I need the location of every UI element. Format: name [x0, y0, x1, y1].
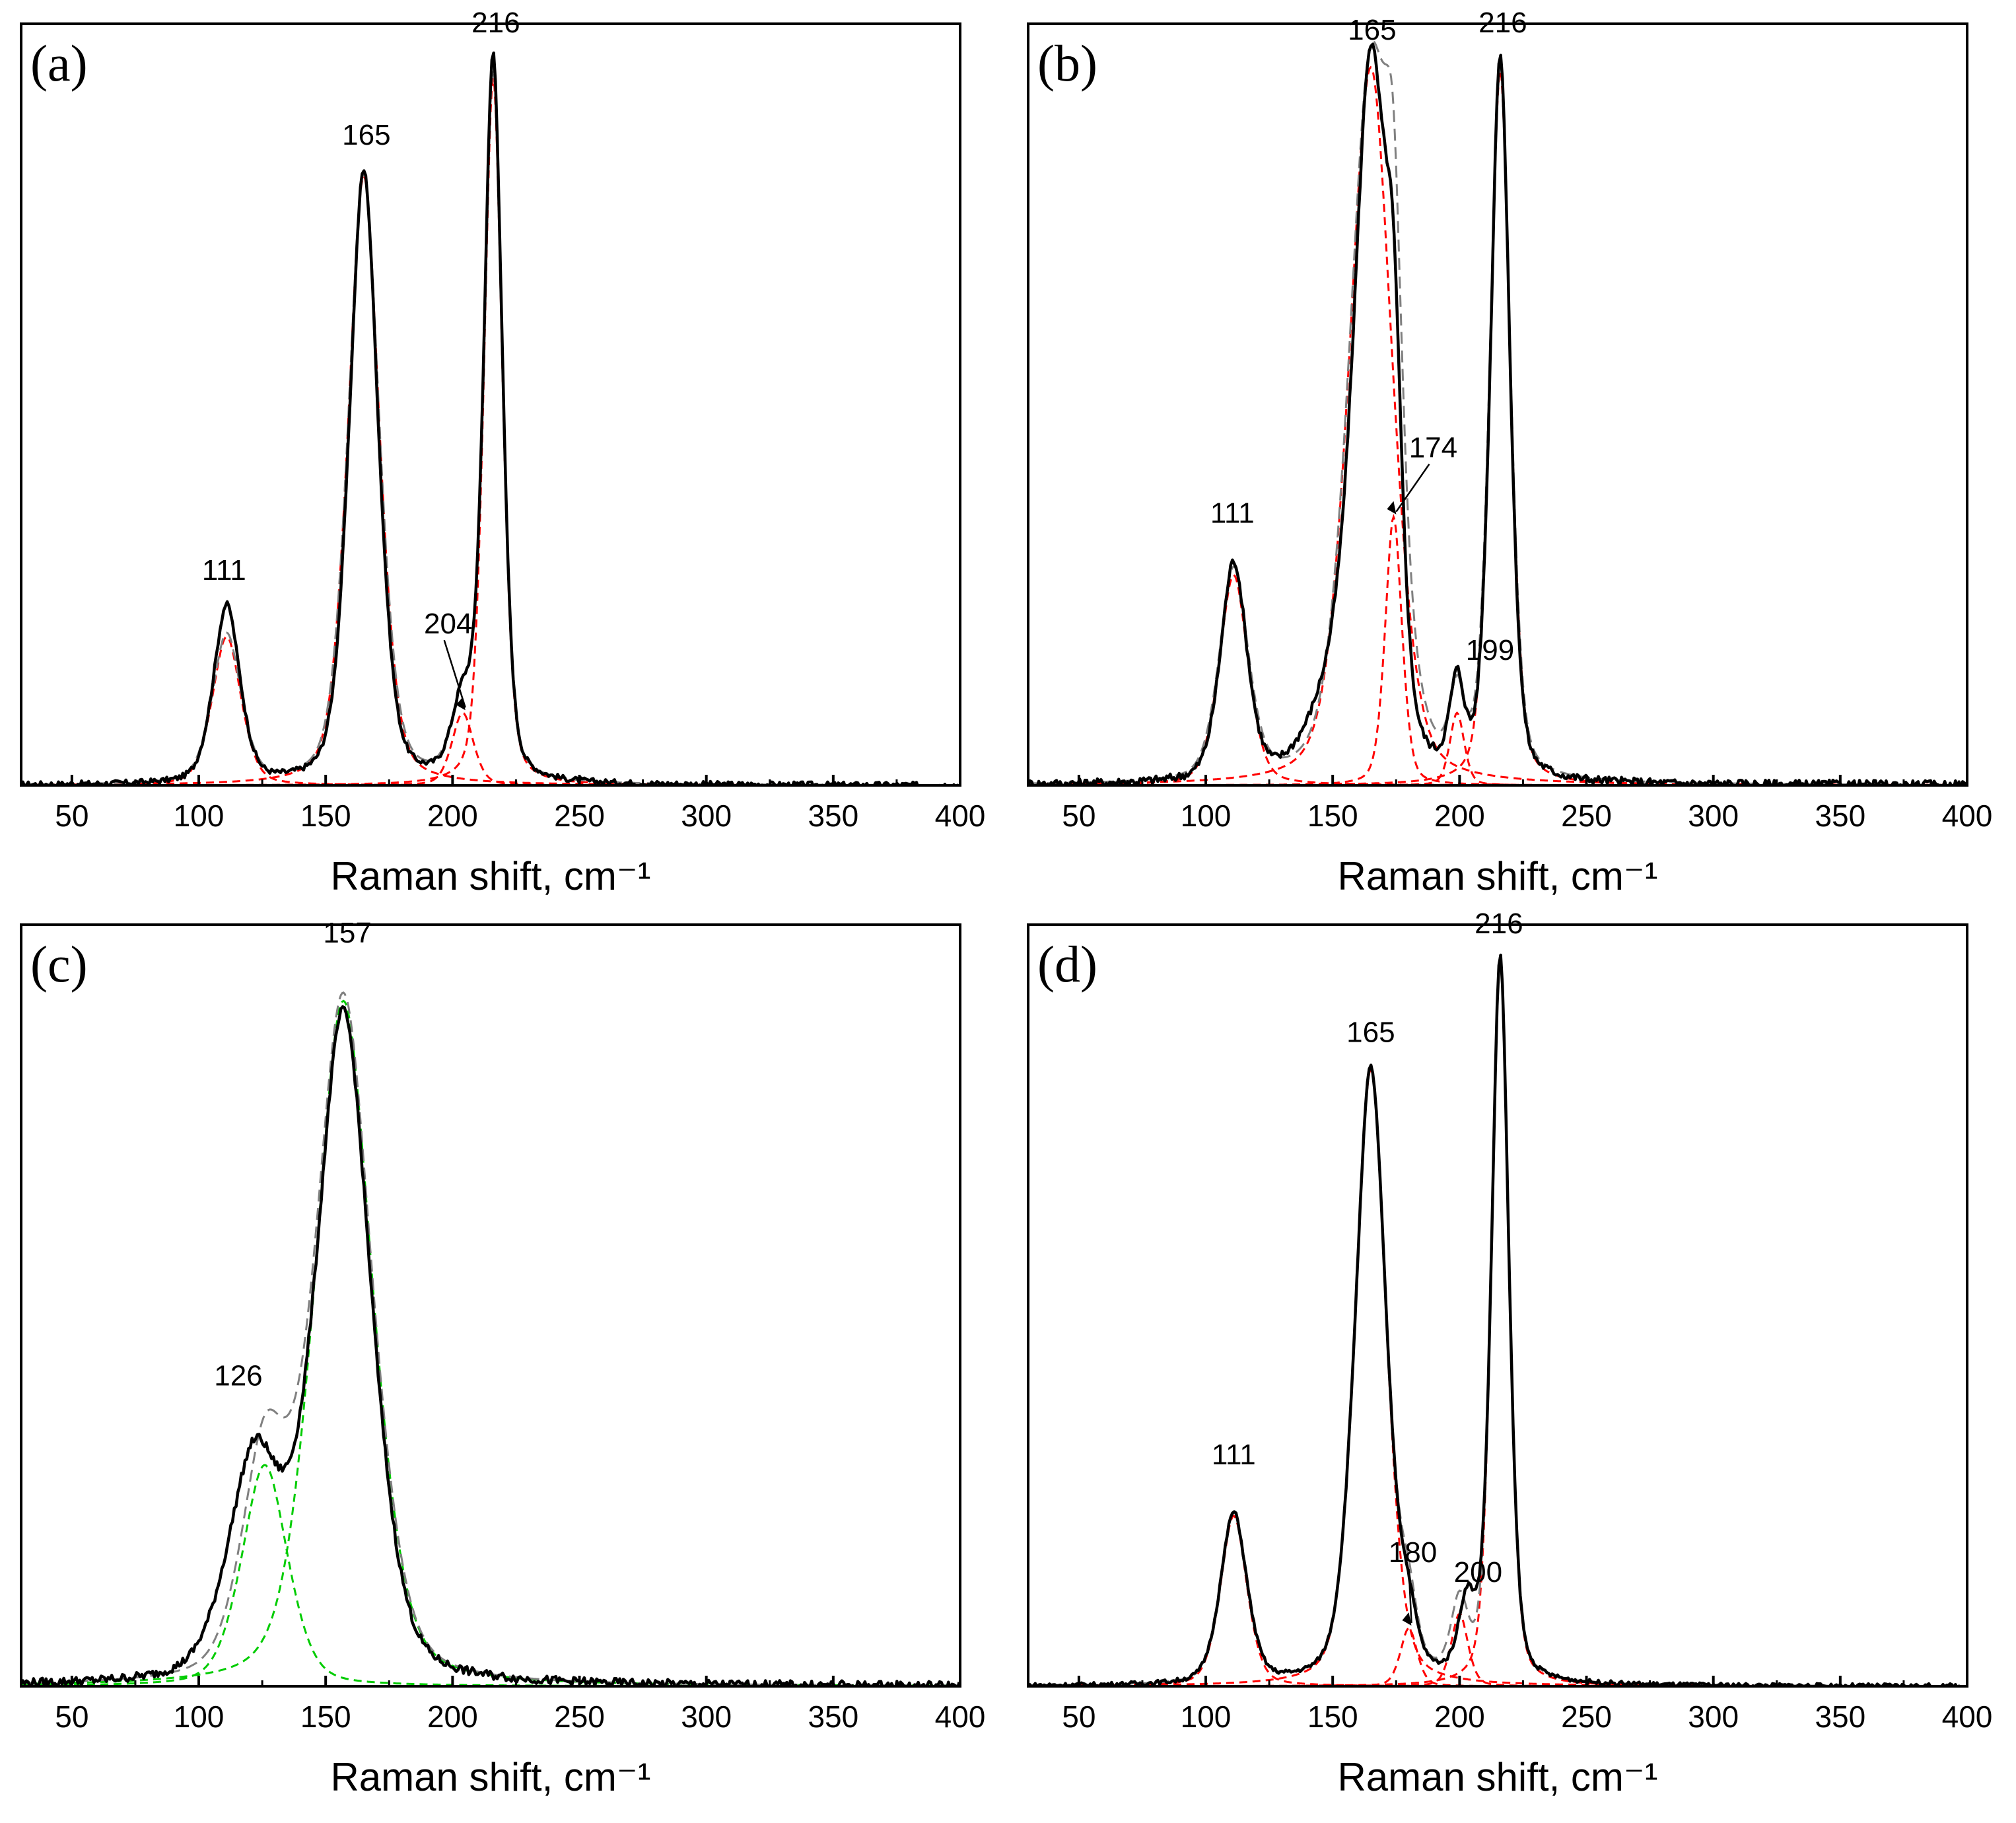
peak-label-111: 111 — [202, 554, 246, 587]
chart-panel-c: 50 100 150 200 250 300 350 400 Raman shift, cm⁻¹… — [20, 917, 986, 1799]
plot-frame — [20, 22, 961, 787]
peak-label-199: 199 — [1466, 634, 1514, 666]
x-tick-label: 300 — [681, 799, 732, 833]
arrow-head — [1387, 501, 1397, 515]
x-tick-label: 300 — [681, 1699, 732, 1734]
peak-label-216: 216 — [471, 7, 520, 39]
x-axis-title: Raman shift, cm⁻¹ — [330, 1755, 650, 1799]
x-axis-title: Raman shift, cm⁻¹ — [1337, 1755, 1657, 1799]
x-tick-label: 200 — [427, 1699, 478, 1734]
x-tick-label: 100 — [1181, 799, 1232, 833]
fit-component-200 — [1028, 1612, 1967, 1686]
x-tick-label: 250 — [1561, 799, 1612, 833]
chart-panel-d: 50 100 150 200 250 300 350 400 Raman shift, cm⁻¹… — [1027, 908, 1993, 1799]
peak-label-165: 165 — [342, 119, 390, 151]
annotation-arrow — [1408, 1569, 1412, 1624]
arrow-head — [456, 697, 466, 711]
peak-label-204: 204 — [424, 608, 472, 640]
fit-envelope — [1028, 40, 1967, 785]
peak-label-180: 180 — [1389, 1536, 1437, 1569]
fit-envelope — [21, 69, 960, 785]
fit-component-165 — [21, 174, 960, 785]
x-axis-title: Raman shift, cm⁻¹ — [330, 854, 650, 898]
x-tick-label: 100 — [1181, 1699, 1232, 1734]
x-tick-label: 100 — [174, 799, 225, 833]
chart-panel-a: 50 100 150 200 250 300 350 400 Raman shift, cm⁻¹… — [20, 7, 986, 898]
panel-label: (a) — [30, 34, 88, 92]
plot-frame — [20, 923, 961, 1688]
x-tick-label: 200 — [427, 799, 478, 833]
x-tick-label: 50 — [1062, 799, 1095, 833]
fit-component-165 — [1028, 65, 1967, 785]
x-tick-label: 50 — [1062, 1699, 1095, 1734]
x-tick-label: 400 — [1942, 799, 1993, 833]
measured-spectrum — [1028, 953, 1966, 1686]
fit-envelope — [21, 991, 960, 1686]
x-tick-label: 150 — [1307, 1699, 1358, 1734]
arrow-head — [1402, 1612, 1412, 1626]
measured-spectrum — [21, 51, 959, 785]
x-tick-label: 150 — [1307, 799, 1358, 833]
plot-area — [21, 991, 960, 1686]
plot-frame — [1027, 22, 1968, 787]
panel-label: (b) — [1037, 34, 1097, 92]
panel-label: (d) — [1037, 935, 1097, 993]
peak-label-165: 165 — [1346, 1017, 1395, 1049]
x-tick-label: 300 — [1688, 799, 1739, 833]
peak-label-200: 200 — [1454, 1556, 1502, 1589]
peak-label-216: 216 — [1475, 908, 1523, 940]
x-tick-label: 200 — [1434, 799, 1485, 833]
x-tick-label: 350 — [1815, 799, 1865, 833]
x-tick-label: 350 — [808, 799, 858, 833]
x-tick-label: 200 — [1434, 1699, 1485, 1734]
plot-frame — [1027, 923, 1968, 1688]
fit-component-111 — [21, 635, 960, 785]
fit-component-216 — [1028, 71, 1967, 785]
panel-label: (c) — [30, 935, 88, 993]
measured-spectrum — [1028, 42, 1967, 785]
fit-component-111 — [1028, 1514, 1967, 1686]
x-tick-label: 350 — [1815, 1699, 1865, 1734]
peak-label-216: 216 — [1478, 7, 1527, 39]
x-tick-label: 50 — [55, 1699, 88, 1734]
plot-area — [21, 51, 960, 785]
peak-label-111: 111 — [1212, 1439, 1256, 1471]
annotation-arrow — [443, 639, 466, 708]
fit-component-165 — [1028, 1067, 1967, 1686]
x-tick-label: 300 — [1688, 1699, 1739, 1734]
x-tick-label: 250 — [554, 799, 605, 833]
x-tick-label: 250 — [554, 1699, 605, 1734]
x-tick-label: 50 — [55, 799, 88, 833]
chart-panel-b: 50 100 150 200 250 300 350 400 Raman shift, cm⁻¹… — [1027, 7, 1993, 898]
x-tick-label: 100 — [174, 1699, 225, 1734]
peak-label-111: 111 — [1210, 497, 1255, 530]
x-tick-label: 150 — [300, 1699, 351, 1734]
x-tick-label: 350 — [808, 1699, 858, 1734]
fit-component-204 — [21, 711, 960, 785]
x-tick-label: 250 — [1561, 1699, 1612, 1734]
annotation-arrow — [1395, 463, 1430, 513]
fit-component-216 — [21, 78, 960, 785]
x-tick-label: 400 — [935, 1699, 986, 1734]
peak-label-126: 126 — [214, 1360, 262, 1392]
peak-label-174: 174 — [1409, 432, 1457, 464]
fit-component-126 — [21, 1464, 960, 1686]
x-tick-label: 400 — [935, 799, 986, 833]
x-tick-label: 400 — [1942, 1699, 1993, 1734]
peak-label-157: 157 — [323, 917, 371, 949]
fit-component-180 — [1028, 1627, 1967, 1686]
fit-component-111 — [1028, 573, 1967, 785]
fit-component-157 — [21, 999, 960, 1686]
plot-area — [1028, 40, 1967, 785]
peak-label-165: 165 — [1348, 14, 1396, 46]
measured-spectrum — [21, 1005, 960, 1686]
x-axis-title: Raman shift, cm⁻¹ — [1337, 854, 1657, 898]
x-tick-label: 150 — [300, 799, 351, 833]
